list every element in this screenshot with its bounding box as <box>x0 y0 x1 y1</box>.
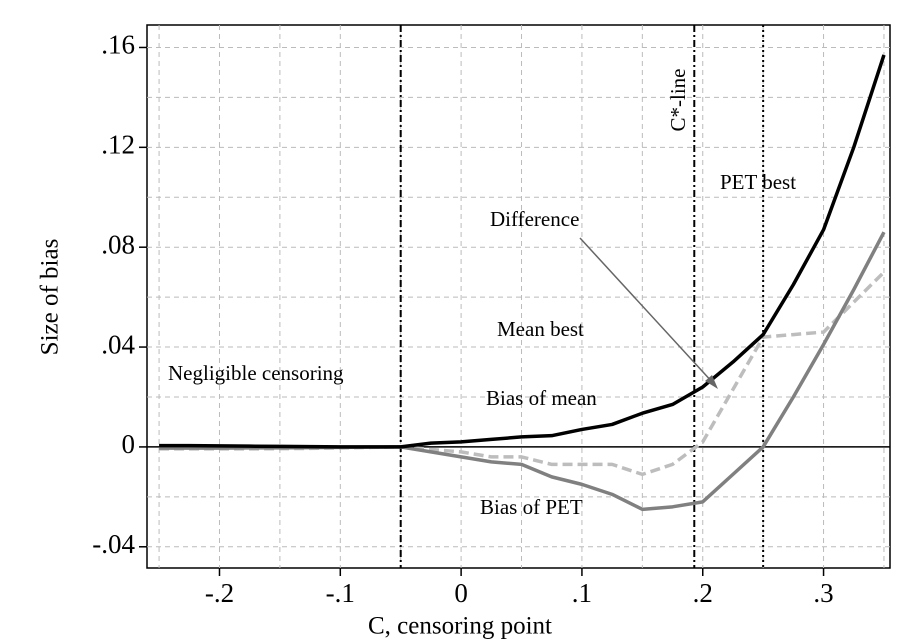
y-axis-title: Size of bias <box>37 239 64 356</box>
plot-frame <box>146 24 891 569</box>
x-tick-label: .3 <box>813 578 833 608</box>
x-tick-label: .1 <box>572 578 592 608</box>
y-tick-label: -.04 <box>92 529 135 559</box>
x-tick-label: 0 <box>454 578 468 608</box>
x-tick-label: -.2 <box>205 578 234 608</box>
y-tick-label: 0 <box>122 429 136 459</box>
annotation-arrowhead <box>705 375 718 389</box>
annotation: Bias of mean <box>486 386 597 410</box>
y-tick-label: .12 <box>101 130 135 160</box>
annotation: Negligible censoring <box>168 361 344 385</box>
reference-line-label: C*-line <box>666 69 690 132</box>
y-tick-label: .08 <box>101 229 135 259</box>
x-axis-title: C, censoring point <box>368 613 552 640</box>
series-line <box>159 54 886 449</box>
annotation: Bias of PET <box>480 495 583 519</box>
annotation: Difference <box>490 207 579 231</box>
x-tick-label: .2 <box>693 578 713 608</box>
x-tick-label: -.1 <box>326 578 355 608</box>
annotation: Mean best <box>497 317 584 341</box>
y-tick-label: .16 <box>101 30 135 60</box>
annotation-arrow <box>579 237 715 385</box>
y-tick-label: .04 <box>101 329 135 359</box>
annotation: PET best <box>720 170 796 194</box>
